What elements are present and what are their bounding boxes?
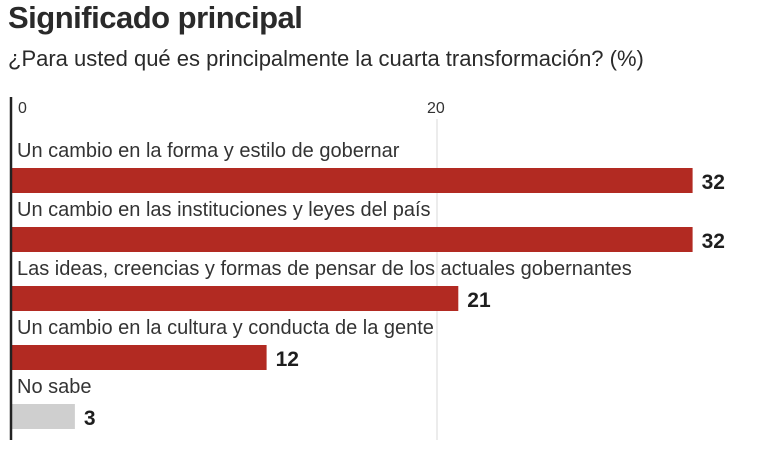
tick-label-0: 0 [18, 100, 27, 117]
value-label-3: 21 [467, 289, 491, 312]
category-label-5: No sabe [17, 376, 92, 398]
value-label-2: 32 [702, 230, 725, 253]
tick-label-20: 20 [427, 100, 445, 117]
category-label-2: Un cambio en las instituciones y leyes d… [17, 199, 431, 221]
category-label-4: Un cambio en la cultura y conducta de la… [17, 317, 434, 339]
bar-3 [11, 286, 459, 311]
bar-5 [11, 404, 75, 429]
bar-2 [11, 227, 693, 252]
category-label-1: Un cambio en la forma y estilo de gobern… [17, 140, 400, 162]
bar-1 [11, 168, 693, 193]
value-label-1: 32 [702, 171, 725, 194]
value-label-5: 3 [84, 407, 96, 430]
value-label-4: 12 [276, 348, 299, 371]
category-label-3: Las ideas, creencias y formas de pensar … [17, 258, 632, 280]
bar-4 [11, 345, 267, 370]
chart-subtitle: ¿Para usted qué es principalmente la cua… [8, 46, 644, 71]
chart-title: Significado principal [8, 0, 303, 35]
